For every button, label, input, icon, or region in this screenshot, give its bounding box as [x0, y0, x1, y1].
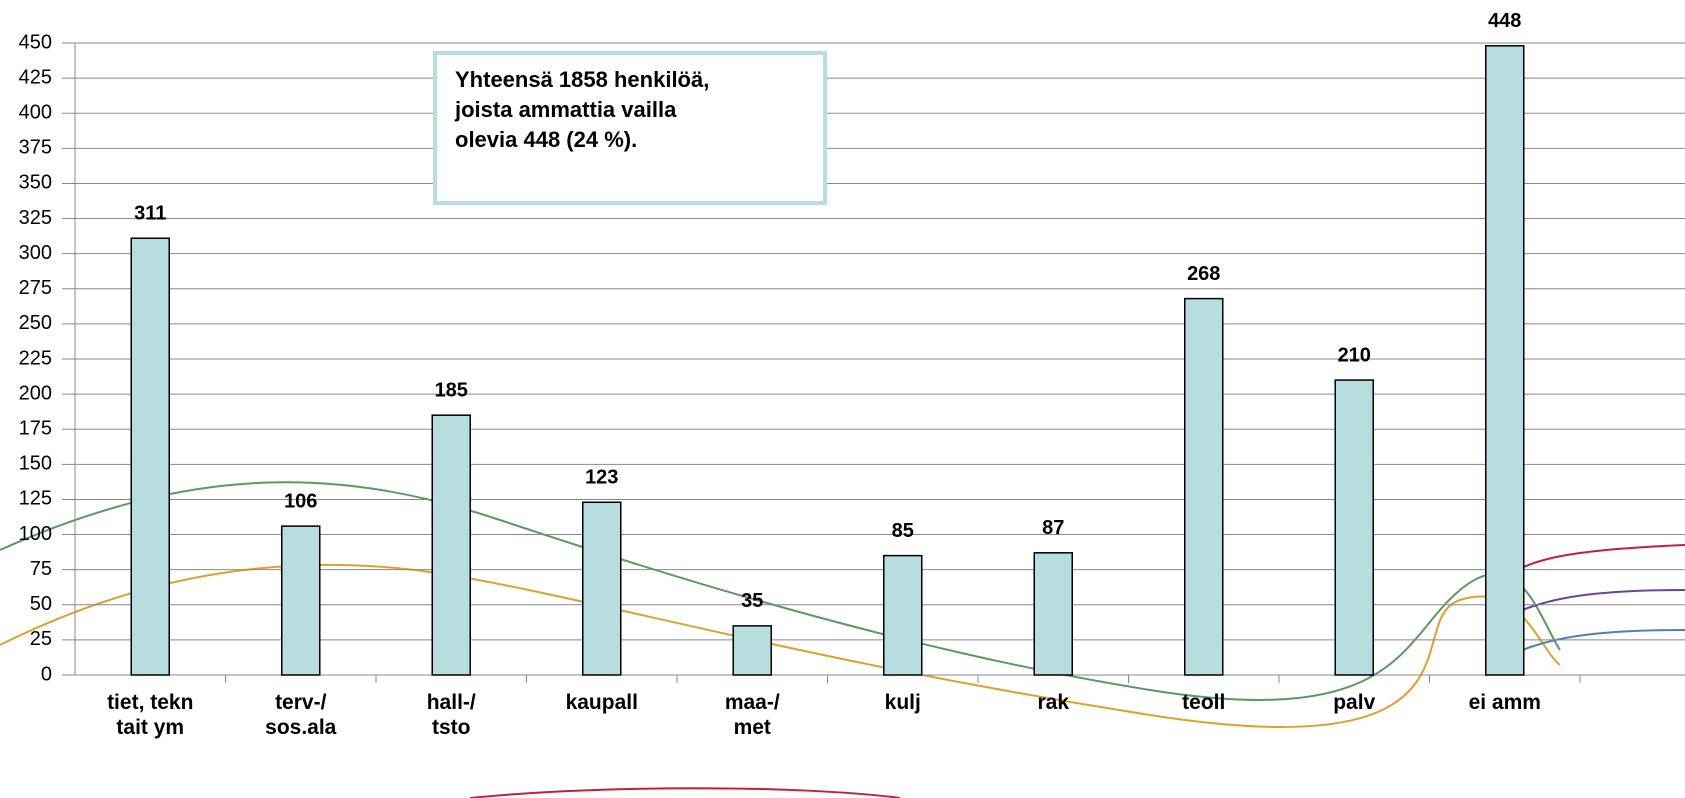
y-tick-label: 375	[19, 137, 52, 159]
x-tick-label: maa-/ met	[724, 691, 780, 739]
x-tick-label: terv-/ sos.ala	[265, 691, 337, 739]
bar	[1334, 379, 1374, 676]
x-tick-label: rak	[1037, 691, 1070, 714]
y-tick-label: 275	[19, 277, 52, 299]
x-tick-label: ei amm	[1468, 691, 1541, 714]
value-label: 210	[1338, 344, 1371, 366]
y-tick-label: 225	[19, 347, 52, 369]
y-tick-label: 400	[19, 102, 52, 124]
bar	[1485, 45, 1525, 676]
y-tick-label: 325	[19, 207, 52, 229]
value-label: 35	[741, 590, 763, 612]
y-tick-label: 175	[19, 418, 52, 440]
y-tick-label: 150	[19, 453, 52, 475]
y-tick-label: 350	[19, 172, 52, 194]
y-tick-label: 100	[19, 523, 52, 545]
y-tick-label: 200	[19, 382, 52, 404]
y-tick-label: 300	[19, 242, 52, 264]
x-tick-label: kaupall	[565, 691, 638, 714]
bar	[732, 625, 772, 676]
value-label: 85	[892, 520, 914, 542]
bar	[431, 414, 471, 676]
y-tick-label: 50	[30, 593, 52, 615]
y-tick-label: 450	[19, 31, 52, 53]
bar	[281, 525, 321, 676]
value-label: 268	[1187, 263, 1220, 285]
x-tick-label: tiet, tekn tait ym	[107, 691, 194, 739]
bar	[130, 237, 170, 676]
value-label: 185	[435, 379, 468, 401]
y-tick-label: 125	[19, 488, 52, 510]
x-tick-label: teoll	[1182, 691, 1226, 714]
x-tick-label: kulj	[884, 691, 921, 714]
value-label: 311	[134, 202, 166, 224]
y-tick-label: 25	[30, 628, 52, 650]
bar	[1033, 552, 1073, 676]
y-tick-label: 0	[41, 663, 52, 685]
y-tick-label: 425	[19, 66, 52, 88]
value-label: 87	[1042, 517, 1064, 539]
bar	[1184, 297, 1224, 676]
y-tick-label: 250	[19, 312, 52, 334]
y-tick-label: 75	[30, 558, 52, 580]
bar	[582, 501, 622, 676]
value-label: 123	[585, 467, 618, 489]
x-tick-label: hall-/ tsto	[426, 691, 476, 739]
bar	[883, 554, 923, 676]
annotation: Yhteensä 1858 henkilöä, joista ammattia …	[433, 51, 827, 205]
value-label: 448	[1488, 10, 1521, 32]
x-tick-label: palv	[1333, 691, 1376, 714]
value-label: 106	[284, 490, 317, 512]
